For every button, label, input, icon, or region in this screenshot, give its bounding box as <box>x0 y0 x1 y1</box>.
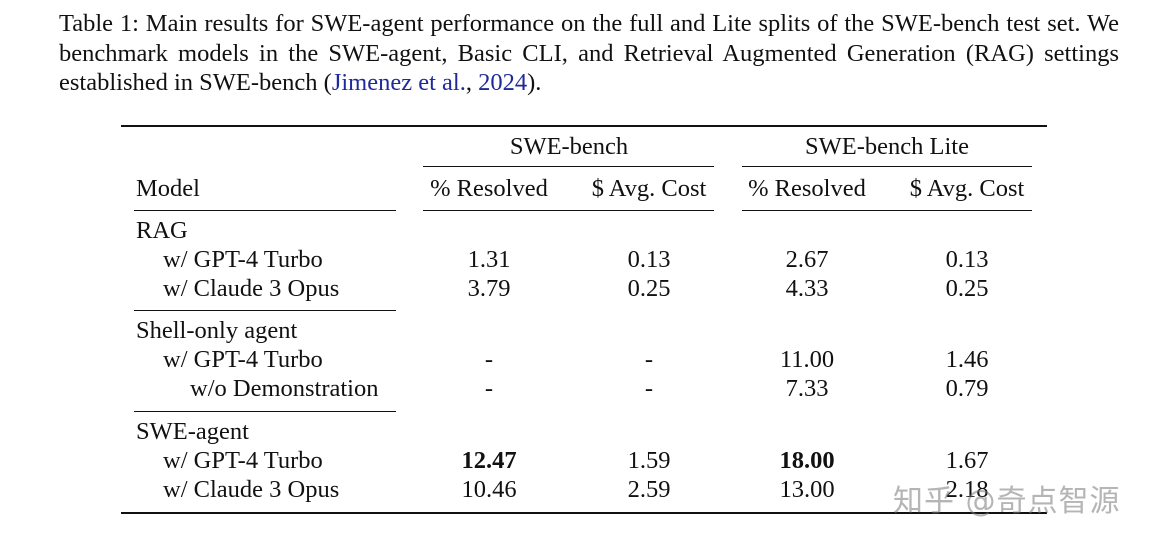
row-label: w/ GPT-4 Turbo <box>163 447 323 474</box>
column-header-lite-resolved: % Resolved <box>748 175 866 202</box>
column-header-lite-avg-cost: $ Avg. Cost <box>909 175 1025 202</box>
group-header-swe-bench: SWE-bench <box>509 133 629 160</box>
group-rule-swe-bench-lite <box>742 166 1032 167</box>
header-rule-swe-bench-lite <box>742 210 1032 211</box>
row-label: w/ GPT-4 Turbo <box>163 246 323 273</box>
section-title-rag: RAG <box>136 217 188 244</box>
table-cell: 13.00 <box>779 476 835 503</box>
row-label: w/o Demonstration <box>190 375 379 402</box>
row-label: w/ Claude 3 Opus <box>163 476 340 503</box>
group-header-swe-bench-lite: SWE-bench Lite <box>805 133 969 160</box>
header-rule-swe-bench <box>423 210 714 211</box>
section-title-swe-agent: SWE-agent <box>136 418 249 445</box>
table-cell: 2.67 <box>785 246 829 273</box>
caption-text: Table 1: Main results for SWE-agent perf… <box>59 10 1119 96</box>
table-cell: - <box>484 346 494 373</box>
section-rule <box>134 310 396 311</box>
row-label: w/ Claude 3 Opus <box>163 275 340 302</box>
citation-separator: , <box>465 69 479 96</box>
table-cell: 0.25 <box>945 275 989 302</box>
table-cell: 10.46 <box>461 476 517 503</box>
table-bottom-rule <box>121 512 1047 514</box>
column-header-resolved: % Resolved <box>430 175 548 202</box>
table-cell: 1.67 <box>945 447 989 474</box>
table-cell: 1.59 <box>627 447 671 474</box>
table-cell-best: 18.00 <box>779 447 835 474</box>
table-cell: 1.31 <box>467 246 511 273</box>
table-cell: 11.00 <box>779 346 835 373</box>
row-label: w/ GPT-4 Turbo <box>163 346 323 373</box>
group-rule-swe-bench <box>423 166 714 167</box>
table-cell: - <box>644 346 654 373</box>
column-header-avg-cost: $ Avg. Cost <box>591 175 707 202</box>
model-header-rule <box>134 210 396 211</box>
table-cell-best: 12.47 <box>461 447 517 474</box>
table-cell: - <box>484 375 494 402</box>
watermark: 知乎 @奇点智源 <box>893 484 1121 519</box>
column-header-model: Model <box>136 175 200 202</box>
citation-link-authors[interactable]: Jimenez et al. <box>331 69 466 96</box>
table-cell: 3.79 <box>467 275 511 302</box>
table-top-rule <box>121 125 1047 127</box>
table-caption: Table 1: Main results for SWE-agent perf… <box>59 9 1119 98</box>
table-cell: 0.13 <box>945 246 989 273</box>
table-cell: 7.33 <box>785 375 829 402</box>
table-cell: 2.18 <box>945 476 989 503</box>
results-table: SWE-bench SWE-bench Lite Model % Resolve… <box>121 125 1047 515</box>
caption-text-end: ). <box>527 69 542 96</box>
table-cell: 4.33 <box>785 275 829 302</box>
table-cell: 0.25 <box>627 275 671 302</box>
section-rule <box>134 411 396 412</box>
citation-link-year[interactable]: 2024 <box>478 69 528 96</box>
table-cell: - <box>644 375 654 402</box>
table-cell: 0.79 <box>945 375 989 402</box>
section-title-shell-only: Shell-only agent <box>136 317 298 344</box>
table-cell: 0.13 <box>627 246 671 273</box>
table-cell: 2.59 <box>627 476 671 503</box>
table-cell: 1.46 <box>945 346 989 373</box>
